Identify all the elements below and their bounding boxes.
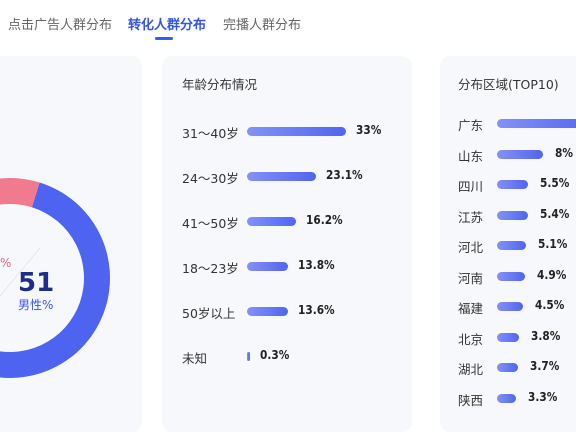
age-row-label: 31～40岁 (182, 126, 239, 141)
region-row-value: 3.7% (530, 359, 560, 373)
age-distribution-title: 年龄分布情况 (182, 77, 258, 92)
age-row-value: 13.6% (297, 303, 335, 317)
age-row-label: 18～23岁 (182, 261, 239, 276)
age-distribution-card: 年龄分布情况 31～40岁 33% 24～30岁 23.1% 41～50岁 16.2% 18… (162, 56, 412, 432)
age-row-value: 33% (356, 123, 382, 137)
region-distribution-card: 分布区域(TOP10) 广东山东 8% 四川 5.5% 江苏 5.4% 河北 5.1% 河南 4.… (440, 56, 576, 432)
region-row-bar (497, 363, 519, 372)
age-row-label: 50岁以上 (182, 306, 236, 321)
region-row-label: 湖北 (458, 362, 484, 377)
donut-divider-line (0, 247, 41, 297)
region-row-value: 4.5% (534, 298, 564, 312)
region-row-value: 5.1% (538, 237, 568, 251)
region-row-bar (497, 271, 525, 281)
age-row-bar (247, 262, 289, 271)
age-row-bar (247, 172, 317, 181)
male-percent-value: 51 (18, 268, 55, 298)
region-distribution-title: 分布区域(TOP10) (458, 77, 559, 92)
region-row-label: 河北 (458, 240, 484, 255)
region-row-bar (497, 241, 527, 250)
region-row-value: 5.4% (539, 206, 570, 221)
region-row-label: 江苏 (458, 209, 484, 225)
age-row-label: 24～30岁 (182, 171, 239, 186)
age-row-value: 0.3% (260, 348, 290, 362)
age-row-bar (247, 217, 296, 226)
distribution-tabs: 点击广告人群分布 转化人群分布 完播人群分布 (0, 0, 576, 52)
region-row-label: 四川 (458, 179, 484, 194)
active-tab-indicator (155, 37, 173, 40)
female-percent-label: % (0, 256, 12, 270)
region-row-label: 北京 (458, 331, 484, 347)
male-percent-label: 男性% (18, 298, 54, 312)
region-row-bar (497, 119, 576, 128)
region-row-value: 3.3% (527, 389, 558, 404)
region-row-label: 河南 (458, 270, 484, 286)
gender-donut-panel: % 51 男性% (0, 56, 150, 432)
region-row-bar (497, 210, 528, 220)
region-row-label: 广东 (458, 118, 484, 133)
region-row-bar (497, 302, 523, 311)
gender-donut-chart (0, 178, 110, 378)
region-row-label: 山东 (458, 148, 484, 164)
region-row-label: 陕西 (458, 392, 484, 408)
age-row-value: 23.1% (326, 168, 363, 182)
tab-completion-distribution[interactable]: 完播人群分布 (223, 18, 302, 33)
age-row-bar (247, 307, 288, 316)
region-row-bar (497, 332, 519, 342)
region-row-bar (497, 149, 543, 159)
age-row-value: 13.8% (298, 258, 336, 272)
region-row-bar (497, 393, 516, 403)
male-segment (0, 182, 110, 378)
age-row-value: 16.2% (305, 213, 343, 227)
region-row-value: 8% (554, 145, 573, 160)
tab-ad-click-distribution[interactable]: 点击广告人群分布 (8, 18, 113, 33)
age-row-label: 未知 (182, 351, 208, 366)
female-segment (0, 178, 40, 208)
region-row-bar (497, 180, 529, 189)
region-row-value: 4.9% (536, 267, 567, 282)
region-row-label: 福建 (458, 301, 484, 316)
age-row-label: 41～50岁 (182, 216, 239, 231)
region-row-value: 3.8% (530, 328, 560, 343)
age-row-bar (247, 352, 250, 361)
region-row-value: 5.5% (540, 176, 570, 190)
tab-conversion-distribution[interactable]: 转化人群分布 (128, 18, 207, 33)
age-row-bar (247, 127, 346, 136)
